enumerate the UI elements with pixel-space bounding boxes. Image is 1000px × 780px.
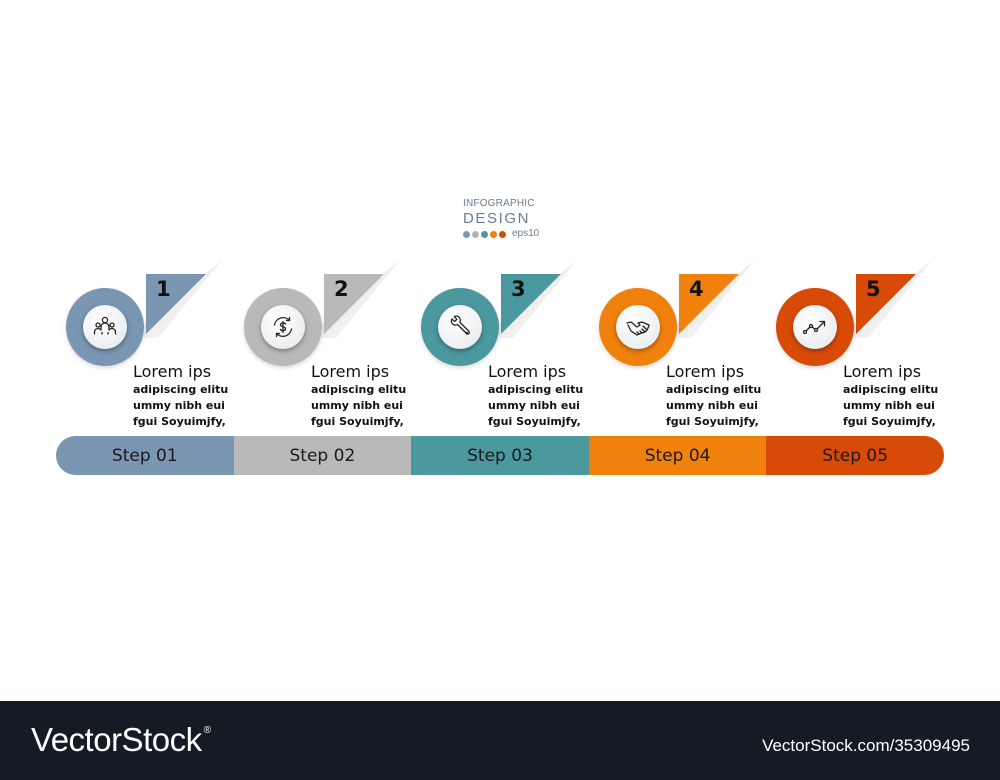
step-title: Lorem ips: [488, 362, 567, 381]
icon-circle: [438, 305, 482, 349]
icon-circle: [83, 305, 127, 349]
number-tab: [856, 274, 916, 334]
step-desc-line: fgui Soyuimjfy,: [311, 415, 404, 428]
step-title: Lorem ips: [311, 362, 390, 381]
number-tab: [501, 274, 561, 334]
icon-ring: [244, 288, 322, 366]
brand-logo: VectorStock ®: [31, 721, 211, 759]
step-desc-line: adipiscing elitu: [843, 383, 939, 396]
icon-circle: [793, 305, 837, 349]
step-desc-line: ummy nibh eui: [843, 399, 935, 412]
number-tab: [679, 274, 739, 334]
step-desc-line: fgui Soyuimjfy,: [133, 415, 226, 428]
step-block: 1 Lorem ips adipiscing elitu ummy nibh e…: [58, 258, 238, 428]
step-bar-segment-5: Step 05: [766, 436, 944, 475]
header-dot: [463, 231, 470, 238]
header-eps: eps10: [512, 228, 540, 239]
step-number: 2: [334, 277, 349, 301]
icon-circle: [616, 305, 660, 349]
line-graph-icon: [802, 320, 826, 335]
step-number: 5: [866, 277, 881, 301]
step-title: Lorem ips: [666, 362, 745, 381]
icon-ring: [776, 288, 854, 366]
icon-ring: [421, 288, 499, 366]
step-bar-segment-3: Step 03: [411, 436, 589, 475]
step-block: 5 Lorem ips adipiscing elitu ummy nibh e…: [768, 258, 948, 428]
step-desc-line: adipiscing elitu: [666, 383, 762, 396]
step-block: 2 Lorem ips adipiscing elitu ummy nibh e…: [236, 258, 416, 428]
step-desc-line: adipiscing elitu: [488, 383, 584, 396]
handshake-icon: [626, 321, 650, 336]
step-number: 4: [689, 277, 704, 301]
step-desc-line: fgui Soyuimjfy,: [843, 415, 936, 428]
step-block: 4 Lorem ips adipiscing elitu ummy nibh e…: [591, 258, 771, 428]
footer-bar: VectorStock ® VectorStock.com/35309495: [0, 701, 1000, 780]
header-line2: DESIGN: [463, 210, 531, 227]
step-title: Lorem ips: [133, 362, 212, 381]
header-dot: [481, 231, 488, 238]
step-desc-line: fgui Soyuimjfy,: [488, 415, 581, 428]
step-desc-line: ummy nibh eui: [311, 399, 403, 412]
number-tab: [324, 274, 384, 334]
people-group-icon: [93, 316, 117, 335]
wrench-icon: [450, 315, 470, 335]
icon-circle: [261, 305, 305, 349]
header-dot: [490, 231, 497, 238]
step-bar-segment-2: Step 02: [233, 436, 412, 475]
step-desc-line: ummy nibh eui: [666, 399, 758, 412]
image-id: VectorStock.com/35309495: [762, 736, 970, 755]
step-desc-line: ummy nibh eui: [488, 399, 580, 412]
icon-ring: [599, 288, 677, 366]
icon-ring: [66, 288, 144, 366]
header-dot: [472, 231, 479, 238]
step-bar: Step 01 Step 02 Step 03 Step 04 Step 05: [56, 436, 944, 475]
step-number: 1: [156, 277, 171, 301]
header-line1: INFOGRAPHIC: [463, 198, 535, 209]
step-bar-segment-1: Step 01: [56, 436, 234, 475]
number-tab: [146, 274, 206, 334]
infographic-header: INFOGRAPHIC DESIGN eps10: [463, 198, 543, 239]
step-desc-line: adipiscing elitu: [133, 383, 229, 396]
brand-name: VectorStock: [31, 721, 202, 758]
header-dot: [499, 231, 506, 238]
step-desc-line: ummy nibh eui: [133, 399, 225, 412]
money-cycle-icon: [273, 316, 293, 338]
step-bar-segment-4: Step 04: [588, 436, 767, 475]
step-number: 3: [511, 277, 526, 301]
step-title: Lorem ips: [843, 362, 922, 381]
step-desc-line: adipiscing elitu: [311, 383, 407, 396]
step-block: 3 Lorem ips adipiscing elitu ummy nibh e…: [413, 258, 593, 428]
registered-mark: ®: [203, 725, 211, 736]
step-desc-line: fgui Soyuimjfy,: [666, 415, 759, 428]
